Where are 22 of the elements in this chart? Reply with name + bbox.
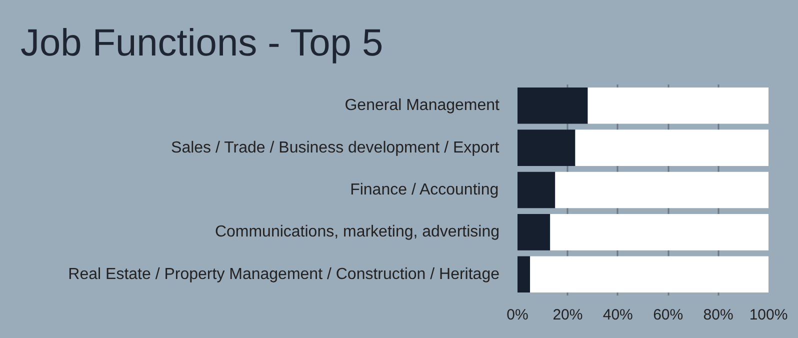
bar [518, 87, 588, 124]
bar [550, 214, 768, 250]
bar [575, 130, 768, 166]
y-tick-label: Communications, marketing, advertising [214, 224, 500, 241]
y-tick-label: General Management [344, 97, 500, 114]
x-tick-label: 60% [653, 306, 684, 324]
y-tick-label: Finance / Accounting [350, 182, 499, 198]
x-tick-label: 20% [552, 306, 583, 324]
y-tick-label: Sales / Trade / Business development / Export [171, 139, 500, 156]
x-tick-label: 100% [749, 306, 788, 324]
text: Job Functions - Top 5 [20, 22, 384, 64]
bar [518, 130, 576, 166]
bar [518, 214, 550, 250]
x-tick-label: 40% [602, 306, 633, 324]
bar [530, 256, 768, 293]
x-tick-label: 0% [506, 306, 528, 324]
bar [555, 172, 768, 208]
bar [518, 172, 556, 208]
x-tick-label: 80% [703, 306, 734, 324]
bar [518, 256, 530, 293]
bar [588, 87, 768, 124]
y-tick-label: Real Estate / Property Management / Construction / Heritage [68, 266, 500, 283]
